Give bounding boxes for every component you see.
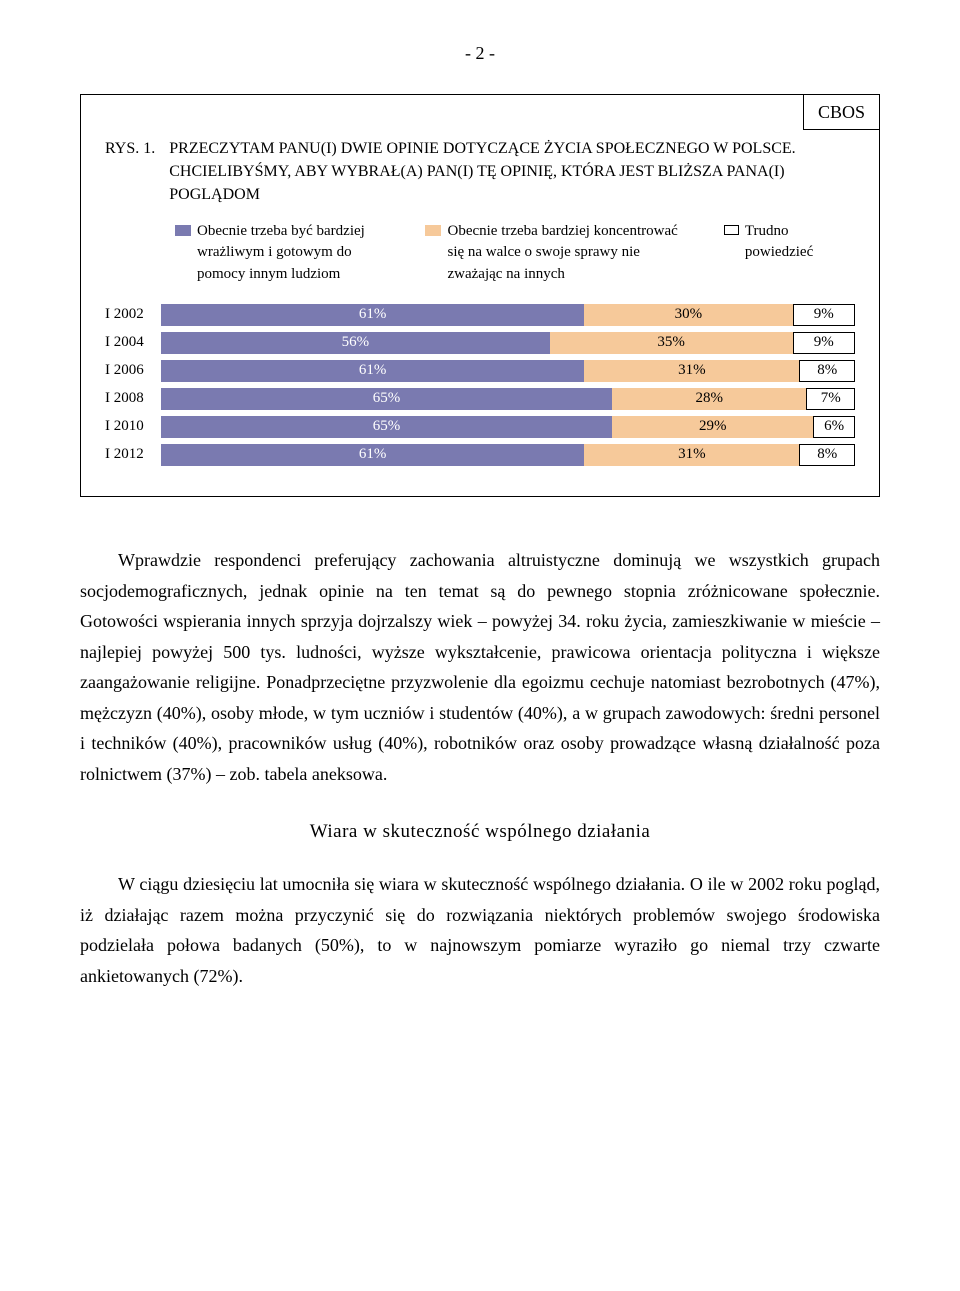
bar-year-label: I 2008 xyxy=(105,388,161,410)
bar-segment: 61% xyxy=(161,444,584,466)
bar-track: 65%28%7% xyxy=(161,388,855,410)
heading-text: Wiara w skuteczność wspólnego działania xyxy=(310,821,651,842)
bar-year-label: I 2006 xyxy=(105,360,161,382)
legend-swatch xyxy=(724,225,739,235)
bar-track: 61%31%8% xyxy=(161,444,855,466)
bar-track: 65%29%6% xyxy=(161,416,855,438)
bar-segment: 61% xyxy=(161,304,584,326)
bar-row: I 200261%30%9% xyxy=(105,304,855,326)
legend-item: Trudno powiedzieć xyxy=(724,221,855,286)
bar-segment: 9% xyxy=(793,332,855,354)
body-paragraph-2: W ciągu dziesięciu lat umocniła się wiar… xyxy=(80,869,880,991)
bar-segment: 56% xyxy=(161,332,550,354)
bar-segment: 61% xyxy=(161,360,584,382)
bar-row: I 200865%28%7% xyxy=(105,388,855,410)
bar-segment: 31% xyxy=(584,444,799,466)
bar-segment: 31% xyxy=(584,360,799,382)
legend-item: Obecnie trzeba być bardziej wrażliwym i … xyxy=(175,221,397,286)
bar-year-label: I 2010 xyxy=(105,416,161,438)
figure-title: PRZECZYTAM PANU(I) DWIE OPINIE DOTYCZĄCE… xyxy=(169,137,855,207)
bar-segment: 65% xyxy=(161,416,612,438)
bar-segment: 65% xyxy=(161,388,612,410)
page-number: - 2 - xyxy=(80,40,880,66)
bar-segment: 8% xyxy=(799,360,855,382)
figure-header: RYS. 1. PRZECZYTAM PANU(I) DWIE OPINIE D… xyxy=(105,137,855,207)
bar-track: 61%31%8% xyxy=(161,360,855,382)
legend-label: Obecnie trzeba być bardziej wrażliwym i … xyxy=(197,221,397,286)
body-paragraph-1: Wprawdzie respondenci preferujący zachow… xyxy=(80,545,880,790)
bar-segment: 9% xyxy=(793,304,855,326)
bar-year-label: I 2004 xyxy=(105,332,161,354)
bar-row: I 200661%31%8% xyxy=(105,360,855,382)
bar-track: 61%30%9% xyxy=(161,304,855,326)
chart-legend: Obecnie trzeba być bardziej wrażliwym i … xyxy=(175,221,855,286)
legend-item: Obecnie trzeba bardziej koncentrować się… xyxy=(425,221,695,286)
bar-year-label: I 2002 xyxy=(105,304,161,326)
bar-year-label: I 2012 xyxy=(105,444,161,466)
legend-swatch xyxy=(175,225,191,236)
section-heading: Wiara w skuteczność wspólnego działania xyxy=(80,818,880,846)
figure-container: CBOS RYS. 1. PRZECZYTAM PANU(I) DWIE OPI… xyxy=(80,94,880,497)
bar-row: I 200456%35%9% xyxy=(105,332,855,354)
bar-row: I 201065%29%6% xyxy=(105,416,855,438)
figure-number: RYS. 1. xyxy=(105,137,155,207)
chart-bars: I 200261%30%9%I 200456%35%9%I 200661%31%… xyxy=(105,304,855,466)
legend-swatch xyxy=(425,225,441,236)
cbos-label: CBOS xyxy=(803,94,880,130)
bar-segment: 28% xyxy=(612,388,806,410)
bar-track: 56%35%9% xyxy=(161,332,855,354)
legend-label: Obecnie trzeba bardziej koncentrować się… xyxy=(447,221,695,286)
bar-segment: 8% xyxy=(799,444,855,466)
bar-segment: 29% xyxy=(612,416,813,438)
bar-row: I 201261%31%8% xyxy=(105,444,855,466)
bar-segment: 7% xyxy=(806,388,855,410)
bar-segment: 35% xyxy=(550,332,793,354)
legend-label: Trudno powiedzieć xyxy=(745,221,855,265)
bar-segment: 30% xyxy=(584,304,792,326)
bar-segment: 6% xyxy=(813,416,855,438)
